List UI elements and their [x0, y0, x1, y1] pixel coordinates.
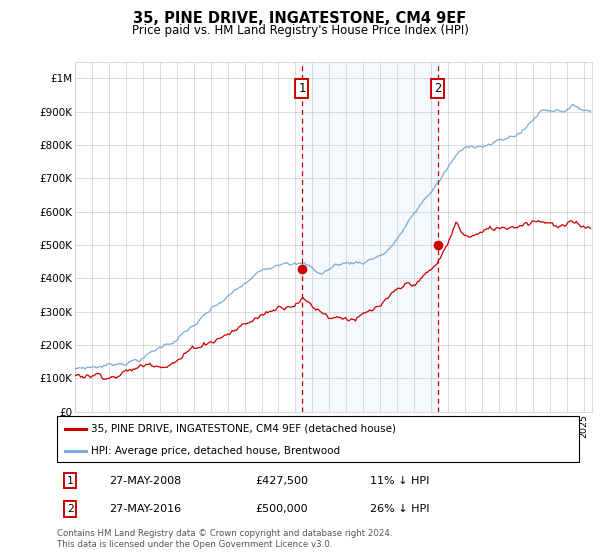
- Text: HPI: Average price, detached house, Brentwood: HPI: Average price, detached house, Bren…: [91, 446, 340, 455]
- Text: 35, PINE DRIVE, INGATESTONE, CM4 9EF (detached house): 35, PINE DRIVE, INGATESTONE, CM4 9EF (de…: [91, 424, 396, 434]
- Text: 1: 1: [67, 475, 73, 486]
- Text: 2: 2: [434, 82, 441, 95]
- Text: £427,500: £427,500: [256, 475, 308, 486]
- Text: Price paid vs. HM Land Registry's House Price Index (HPI): Price paid vs. HM Land Registry's House …: [131, 24, 469, 36]
- Text: 27-MAY-2016: 27-MAY-2016: [109, 504, 181, 514]
- Text: 1: 1: [298, 82, 305, 95]
- Bar: [302, 62, 437, 412]
- Text: 27-MAY-2008: 27-MAY-2008: [109, 475, 181, 486]
- Text: 26% ↓ HPI: 26% ↓ HPI: [370, 504, 430, 514]
- Text: 2: 2: [67, 504, 73, 514]
- Text: 11% ↓ HPI: 11% ↓ HPI: [370, 475, 430, 486]
- Text: £500,000: £500,000: [256, 504, 308, 514]
- Text: 35, PINE DRIVE, INGATESTONE, CM4 9EF: 35, PINE DRIVE, INGATESTONE, CM4 9EF: [133, 11, 467, 26]
- FancyBboxPatch shape: [57, 416, 579, 462]
- Text: Contains HM Land Registry data © Crown copyright and database right 2024.
This d: Contains HM Land Registry data © Crown c…: [57, 529, 392, 549]
